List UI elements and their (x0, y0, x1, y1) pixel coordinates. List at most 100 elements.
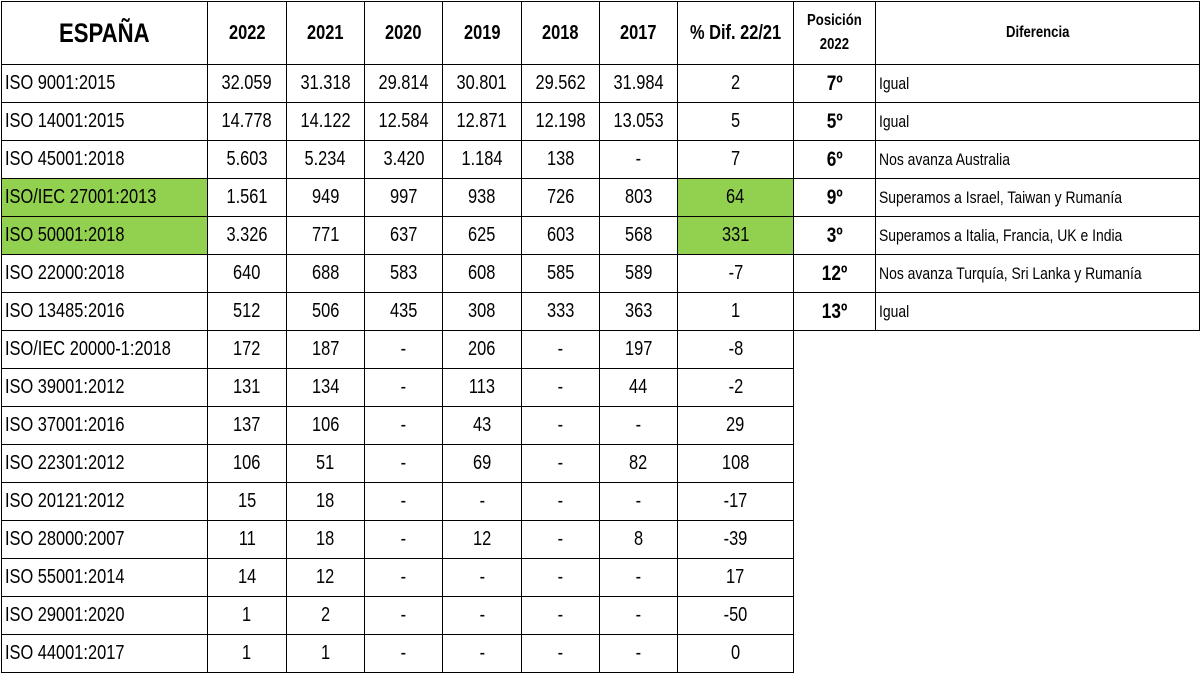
cell-text: 5º (826, 109, 843, 133)
empty-cell (793, 369, 875, 407)
cell-text: 197 (624, 338, 653, 360)
cell-text: 12 (472, 528, 492, 550)
cell-text: 14.122 (300, 110, 351, 132)
table-row: ISO 9001:2015 32.059 31.318 29.814 30.801 29.… (0, 64, 1200, 103)
empty-cell (875, 597, 1199, 635)
cell-text: ESPAÑA (59, 17, 150, 48)
table-row: ISO/IEC 20000-1:2018 172 187 - 206 - 197 -8 (0, 330, 1200, 369)
empty-cell (793, 407, 875, 445)
cell-text: - (557, 376, 563, 398)
cell-text: 568 (624, 224, 653, 246)
data-cell: 197 (598, 330, 679, 369)
data-cell: 363 (598, 292, 679, 331)
cell-text: - (479, 490, 485, 512)
cell-text: 44 (629, 376, 648, 398)
cell-text: 17 (726, 566, 745, 588)
data-cell: 187 (285, 330, 365, 369)
empty-cell (793, 635, 875, 673)
cell-text: - (400, 528, 407, 550)
data-cell: 138 (520, 140, 600, 179)
cell-text: ISO 55001:2014 (5, 566, 125, 588)
cell-text: Igual (878, 301, 909, 321)
cell-text: 172 (233, 338, 261, 360)
data-cell: - (520, 520, 600, 559)
data-cell: 44 (598, 368, 679, 407)
cell-text: 583 (389, 262, 418, 284)
data-cell: -8 (677, 330, 794, 369)
data-cell: 771 (285, 216, 365, 255)
empty-cell (793, 521, 875, 559)
data-cell: 134 (285, 368, 365, 407)
data-cell: 2 (677, 64, 794, 103)
cell-text: 0 (730, 642, 741, 664)
cell-text: ISO 45001:2018 (5, 148, 125, 170)
table-row: ISO 44001:2017 1 1 - - - - 0 (0, 634, 1200, 673)
cell-text: - (557, 490, 563, 512)
cell-text: 15 (237, 490, 257, 512)
cell-text: 108 (721, 452, 750, 474)
data-cell: 14.122 (285, 102, 365, 141)
cell-text: 12.198 (535, 110, 586, 132)
cell-text: 12º (821, 261, 847, 285)
cell-text: 3.326 (226, 224, 268, 246)
row-label: ISO/IEC 27001:2013 (0, 178, 209, 217)
row-label: ISO 22000:2018 (0, 254, 209, 293)
cell-text: Igual (878, 73, 909, 93)
row-label: ISO 39001:2012 (0, 368, 209, 407)
data-cell: Igual (874, 102, 1200, 141)
cell-text: Nos avanza Australia (878, 149, 1010, 169)
table-body: ISO 9001:2015 32.059 31.318 29.814 30.801 29.… (0, 64, 1200, 673)
cell-text: 2 (730, 72, 741, 94)
data-cell: 15 (207, 482, 287, 521)
row-label: ISO 37001:2016 (0, 406, 209, 445)
cell-text: 1 (242, 604, 252, 626)
data-cell: 5º (792, 102, 876, 141)
data-cell: 11 (207, 520, 287, 559)
cell-text: 29 (726, 414, 745, 436)
data-cell: 2 (285, 596, 365, 635)
cell-text: 331 (721, 224, 750, 246)
cell-text: - (479, 604, 485, 626)
table-header: ESPAÑA 2022 2021 2020 2019 2018 2017 % Dif. 22/… (0, 1, 1200, 65)
data-cell: 331 (677, 216, 794, 255)
cell-text: 585 (546, 262, 574, 284)
data-cell: 9º (792, 178, 876, 217)
data-cell: - (520, 482, 600, 521)
empty-cell (793, 559, 875, 597)
cell-text: -8 (728, 338, 743, 360)
data-cell: 308 (442, 292, 522, 331)
data-cell: 625 (442, 216, 522, 255)
data-cell: -7 (677, 254, 794, 293)
cell-text: 640 (233, 262, 261, 284)
table-row: ISO 22301:2012 106 51 - 69 - 82 108 (0, 444, 1200, 483)
data-cell: 12.584 (363, 102, 444, 141)
data-cell: 29.562 (520, 64, 600, 103)
cell-text: 637 (389, 224, 418, 246)
cell-text: 803 (624, 186, 653, 208)
cell-text: 69 (472, 452, 492, 474)
cell-text: 206 (468, 338, 496, 360)
row-label: ISO 20121:2012 (0, 482, 209, 521)
cell-text: 333 (546, 300, 574, 322)
data-cell: Superamos a Italia, Francia, UK e India (874, 216, 1200, 255)
cell-text: - (635, 642, 642, 664)
header-cell: 2018 (520, 1, 600, 65)
data-cell: - (520, 444, 600, 483)
cell-text: 1 (730, 300, 741, 322)
data-cell: 13º (792, 292, 876, 331)
data-cell: 12 (285, 558, 365, 597)
cell-text: ISO 20121:2012 (5, 490, 125, 512)
cell-text: 1.561 (226, 186, 268, 208)
cell-text: - (400, 642, 407, 664)
data-cell: - (442, 596, 522, 635)
data-cell: - (363, 368, 444, 407)
cell-text: 3.420 (383, 148, 425, 170)
data-cell: 997 (363, 178, 444, 217)
cell-text: 512 (233, 300, 261, 322)
data-cell: 688 (285, 254, 365, 293)
table-row: ISO 29001:2020 1 2 - - - - -50 (0, 596, 1200, 635)
data-cell: 506 (285, 292, 365, 331)
cell-text: 43 (472, 414, 492, 436)
